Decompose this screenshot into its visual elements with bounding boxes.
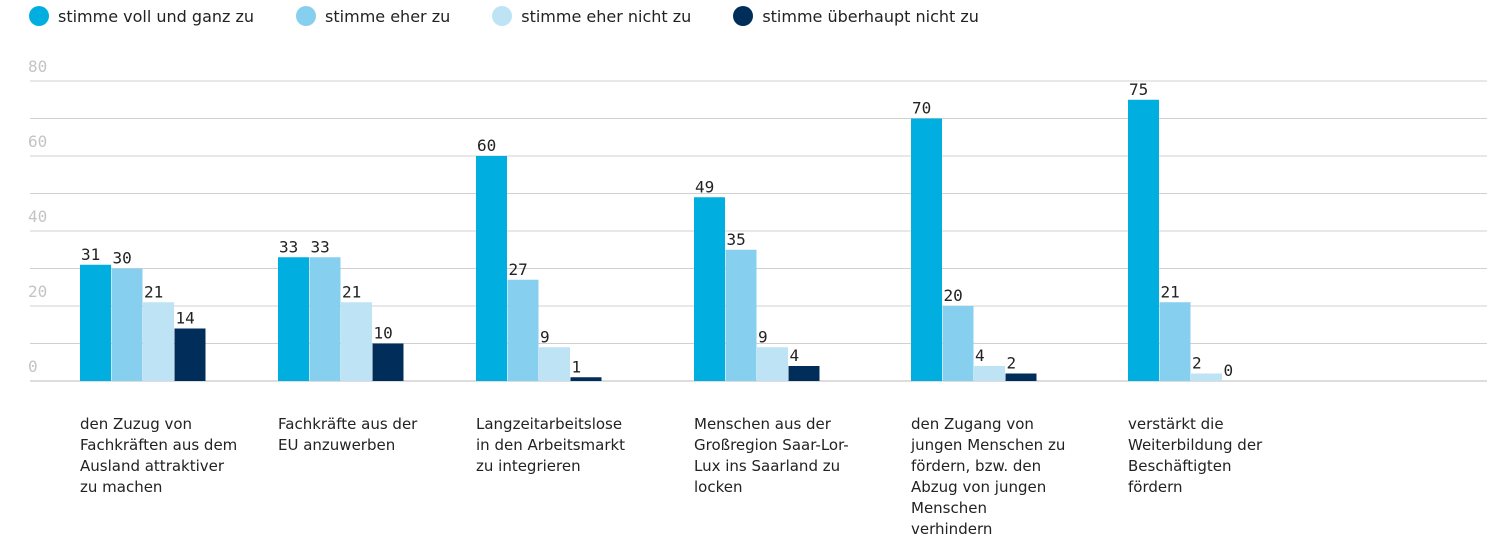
value-label: 0 xyxy=(1224,361,1234,380)
legend-item: stimme eher zu xyxy=(296,6,450,26)
value-label: 21 xyxy=(144,282,163,301)
y-tick-label: 0 xyxy=(28,357,38,376)
bar xyxy=(143,302,174,381)
legend-item: stimme überhaupt nicht zu xyxy=(733,6,979,26)
x-tick-label: Menschen aus der Großregion Saar-Lor-Lux… xyxy=(694,415,849,496)
legend-label: stimme voll und ganz zu xyxy=(58,6,255,26)
value-label: 14 xyxy=(176,309,195,328)
legend-label: stimme überhaupt nicht zu xyxy=(762,6,979,26)
value-label: 33 xyxy=(311,237,330,256)
legend-swatch xyxy=(492,6,513,26)
value-label: 33 xyxy=(279,237,298,256)
x-tick-label: verstärkt die Weiterbildung der Beschäft… xyxy=(1128,415,1263,496)
value-label: 4 xyxy=(975,346,985,365)
value-label: 70 xyxy=(912,99,931,118)
value-label: 9 xyxy=(758,327,768,346)
bar xyxy=(788,366,820,381)
bar xyxy=(725,249,757,381)
bar xyxy=(1191,373,1222,381)
value-label: 49 xyxy=(695,177,714,196)
value-label: 21 xyxy=(342,282,361,301)
bar xyxy=(174,328,206,381)
bar xyxy=(570,377,602,381)
bar xyxy=(942,306,974,381)
bar xyxy=(1005,373,1037,381)
y-tick-label: 20 xyxy=(28,282,47,301)
x-tick-label: den Zuzug von Fachkräften aus dem Auslan… xyxy=(80,415,238,496)
bar xyxy=(757,347,788,381)
x-tick-label: Langzeitarbeitslose in den Arbeitsmarkt … xyxy=(476,415,626,475)
bar xyxy=(372,343,404,381)
value-label: 10 xyxy=(374,324,393,343)
bar xyxy=(507,279,539,381)
bar xyxy=(341,302,372,381)
legend-swatch xyxy=(733,6,754,26)
x-tick-label: den Zugang von jungen Menschen zu förder… xyxy=(911,415,1066,538)
value-label: 75 xyxy=(1129,80,1148,99)
legend-swatch xyxy=(29,6,49,26)
value-label: 30 xyxy=(113,249,132,268)
value-label: 2 xyxy=(1192,354,1202,373)
y-tick-label: 60 xyxy=(28,132,47,151)
bar xyxy=(80,264,111,381)
value-label: 4 xyxy=(790,346,800,365)
value-label: 35 xyxy=(727,230,746,249)
value-label: 9 xyxy=(540,327,550,346)
legend-item: stimme voll und ganz zu xyxy=(29,6,254,26)
bar xyxy=(694,197,725,381)
value-label: 1 xyxy=(572,357,582,376)
bar xyxy=(911,118,942,381)
bar xyxy=(974,366,1005,381)
bar xyxy=(1159,302,1191,381)
y-tick-label: 80 xyxy=(28,57,47,76)
bar xyxy=(111,268,143,381)
value-label: 60 xyxy=(477,136,496,155)
x-tick-label: Fachkräfte aus der EU anzuwerben xyxy=(278,415,418,454)
bar xyxy=(539,347,570,381)
bar xyxy=(278,257,309,381)
value-label: 21 xyxy=(1161,282,1180,301)
y-tick-label: 40 xyxy=(28,207,47,226)
legend-swatch xyxy=(296,6,317,26)
value-label: 31 xyxy=(81,245,100,264)
bar xyxy=(1128,99,1159,381)
value-label: 20 xyxy=(944,286,963,305)
value-label: 2 xyxy=(1007,354,1017,373)
legend-label: stimme eher nicht zu xyxy=(521,6,692,26)
legend: stimme voll und ganz zu stimme eher zu sti… xyxy=(29,6,1021,26)
legend-label: stimme eher zu xyxy=(325,6,451,26)
legend-item: stimme eher nicht zu xyxy=(492,6,691,26)
bar xyxy=(476,156,507,381)
value-label: 27 xyxy=(509,260,528,279)
bar xyxy=(309,257,341,381)
